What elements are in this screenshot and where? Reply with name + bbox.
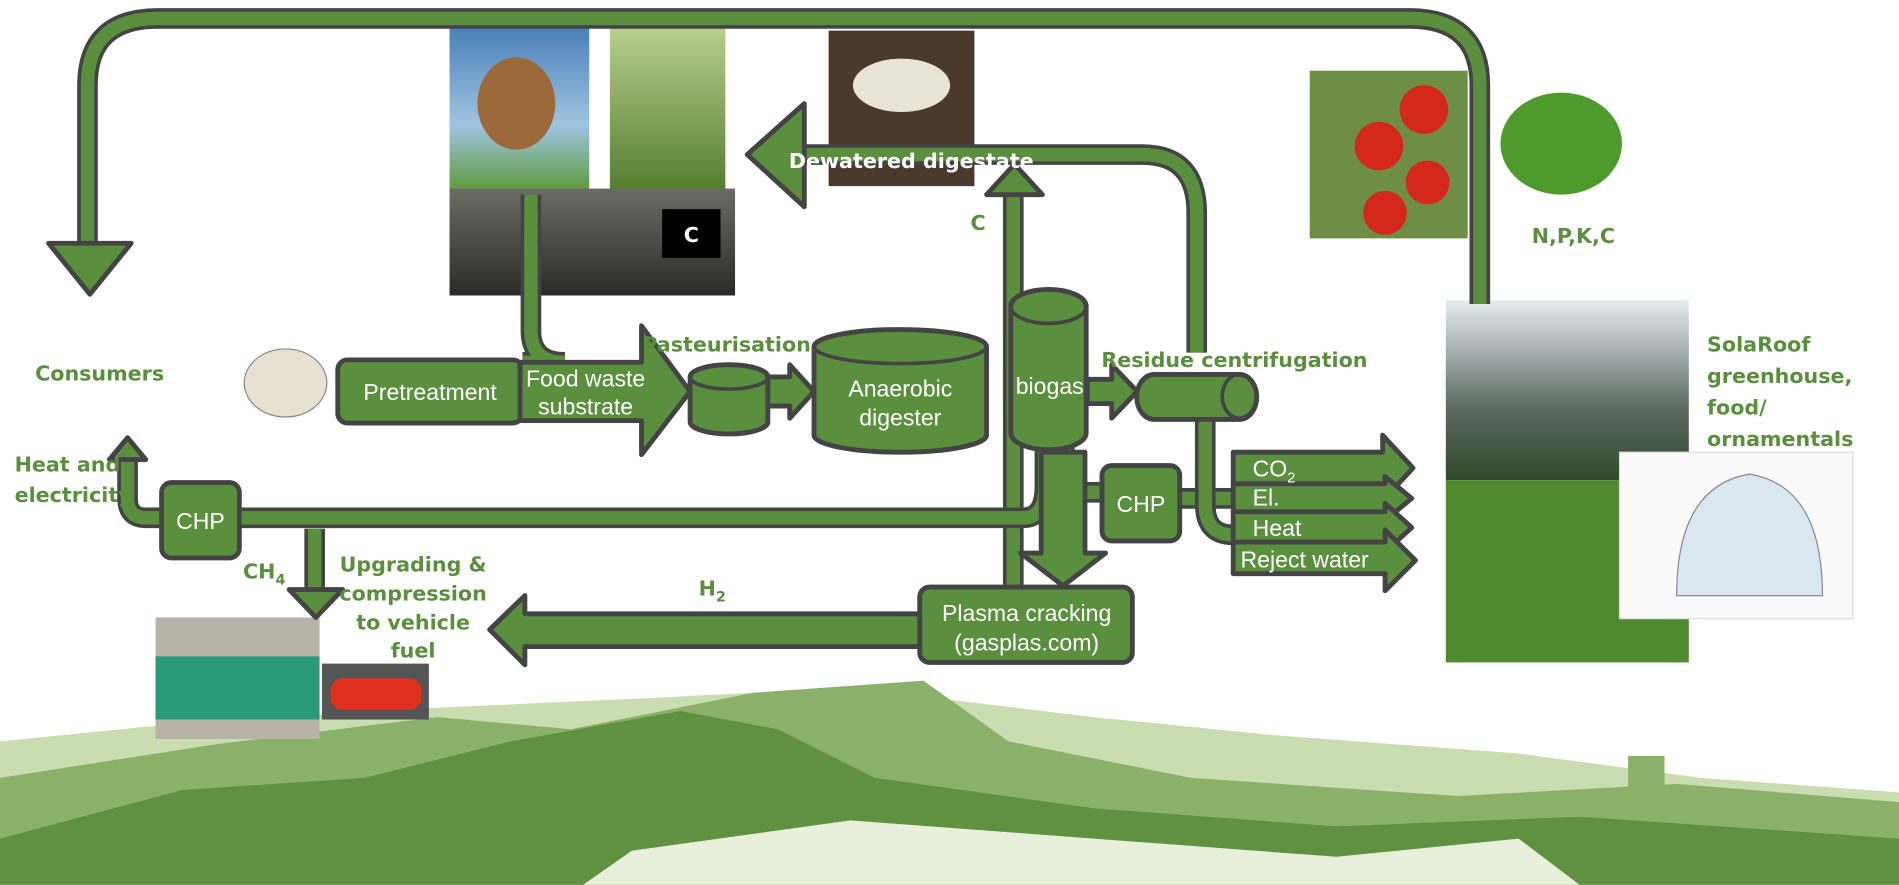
label-line: SolaRoof xyxy=(1707,332,1811,356)
carbon-label: C xyxy=(970,211,985,235)
label-line: substrate xyxy=(538,394,633,420)
shape xyxy=(690,365,768,434)
label-line: CO xyxy=(1253,456,1288,482)
page: Consumers Heat and electricity Pretreatme… xyxy=(0,0,1899,885)
solaroof-label: SolaRoof greenhouse, food/ornamentals xyxy=(1707,332,1853,451)
chp-label: CHP xyxy=(176,508,225,534)
label-line: Plasma cracking xyxy=(942,600,1111,626)
h2-label: H2 xyxy=(699,577,726,606)
centrifugation-label: Residue centrifugation xyxy=(1101,348,1367,372)
heat-electricity-label: Heat and electricity xyxy=(15,453,133,507)
label-line: H xyxy=(699,577,716,601)
digestate-label: Dewatered digestate xyxy=(789,149,1034,173)
label-line: greenhouse, xyxy=(1707,364,1852,388)
label-line: (gasplas.com) xyxy=(954,629,1099,655)
carbon-box-label: C xyxy=(684,223,699,247)
shape xyxy=(768,365,814,418)
shape xyxy=(610,27,725,197)
shape xyxy=(156,656,320,719)
biogas-label: biogas xyxy=(1016,373,1084,399)
label-line: compression xyxy=(339,581,486,605)
shape xyxy=(490,596,920,665)
shape xyxy=(477,57,555,149)
shape xyxy=(1628,756,1664,817)
shape xyxy=(1500,93,1621,195)
shape xyxy=(330,678,421,710)
label-line: Food waste xyxy=(526,366,645,392)
shape xyxy=(289,590,342,618)
shape xyxy=(1205,419,1233,534)
shape xyxy=(853,59,950,112)
label-line: 2 xyxy=(716,589,726,606)
pretreatment-label: Pretreatment xyxy=(363,379,497,405)
shape xyxy=(1011,289,1086,449)
output-label: Heat xyxy=(1253,515,1302,541)
shape xyxy=(244,349,327,417)
shape xyxy=(239,447,1045,517)
label-line: Anaerobic xyxy=(848,375,952,401)
upgrading-label: Upgrading & compression to vehicle fuel xyxy=(339,552,486,662)
label-line: digester xyxy=(859,404,941,430)
shape xyxy=(1355,122,1404,171)
shape xyxy=(1137,374,1257,419)
chp-label: CHP xyxy=(1116,491,1165,517)
shape xyxy=(49,243,132,294)
shape xyxy=(239,447,1045,517)
pasteurisation-label: Pasteurisation xyxy=(642,332,811,356)
shape xyxy=(1400,85,1449,134)
nutrients-label: N,P,K,C xyxy=(1532,224,1615,248)
label-line: fuel xyxy=(391,639,436,663)
label-line: Heat and xyxy=(15,453,121,477)
ch4-label: CH4 xyxy=(243,560,286,589)
shape xyxy=(1363,191,1407,235)
label-line: 2 xyxy=(1287,471,1295,487)
label-line: ornamentals xyxy=(1707,427,1853,451)
output-label: El. xyxy=(1253,485,1280,511)
shape xyxy=(1087,365,1137,418)
label-line: food/ xyxy=(1707,396,1767,420)
output-label: Reject water xyxy=(1240,547,1369,573)
shape xyxy=(1406,161,1450,205)
label-line: CH xyxy=(243,560,275,584)
consumers-label: Consumers xyxy=(35,362,164,386)
label-line: to vehicle xyxy=(356,611,470,635)
label-line: 4 xyxy=(275,572,285,589)
label-line: electricity xyxy=(15,483,133,507)
label-line: Upgrading & xyxy=(340,552,487,576)
diagram: Consumers Heat and electricity Pretreatme… xyxy=(0,0,1899,885)
